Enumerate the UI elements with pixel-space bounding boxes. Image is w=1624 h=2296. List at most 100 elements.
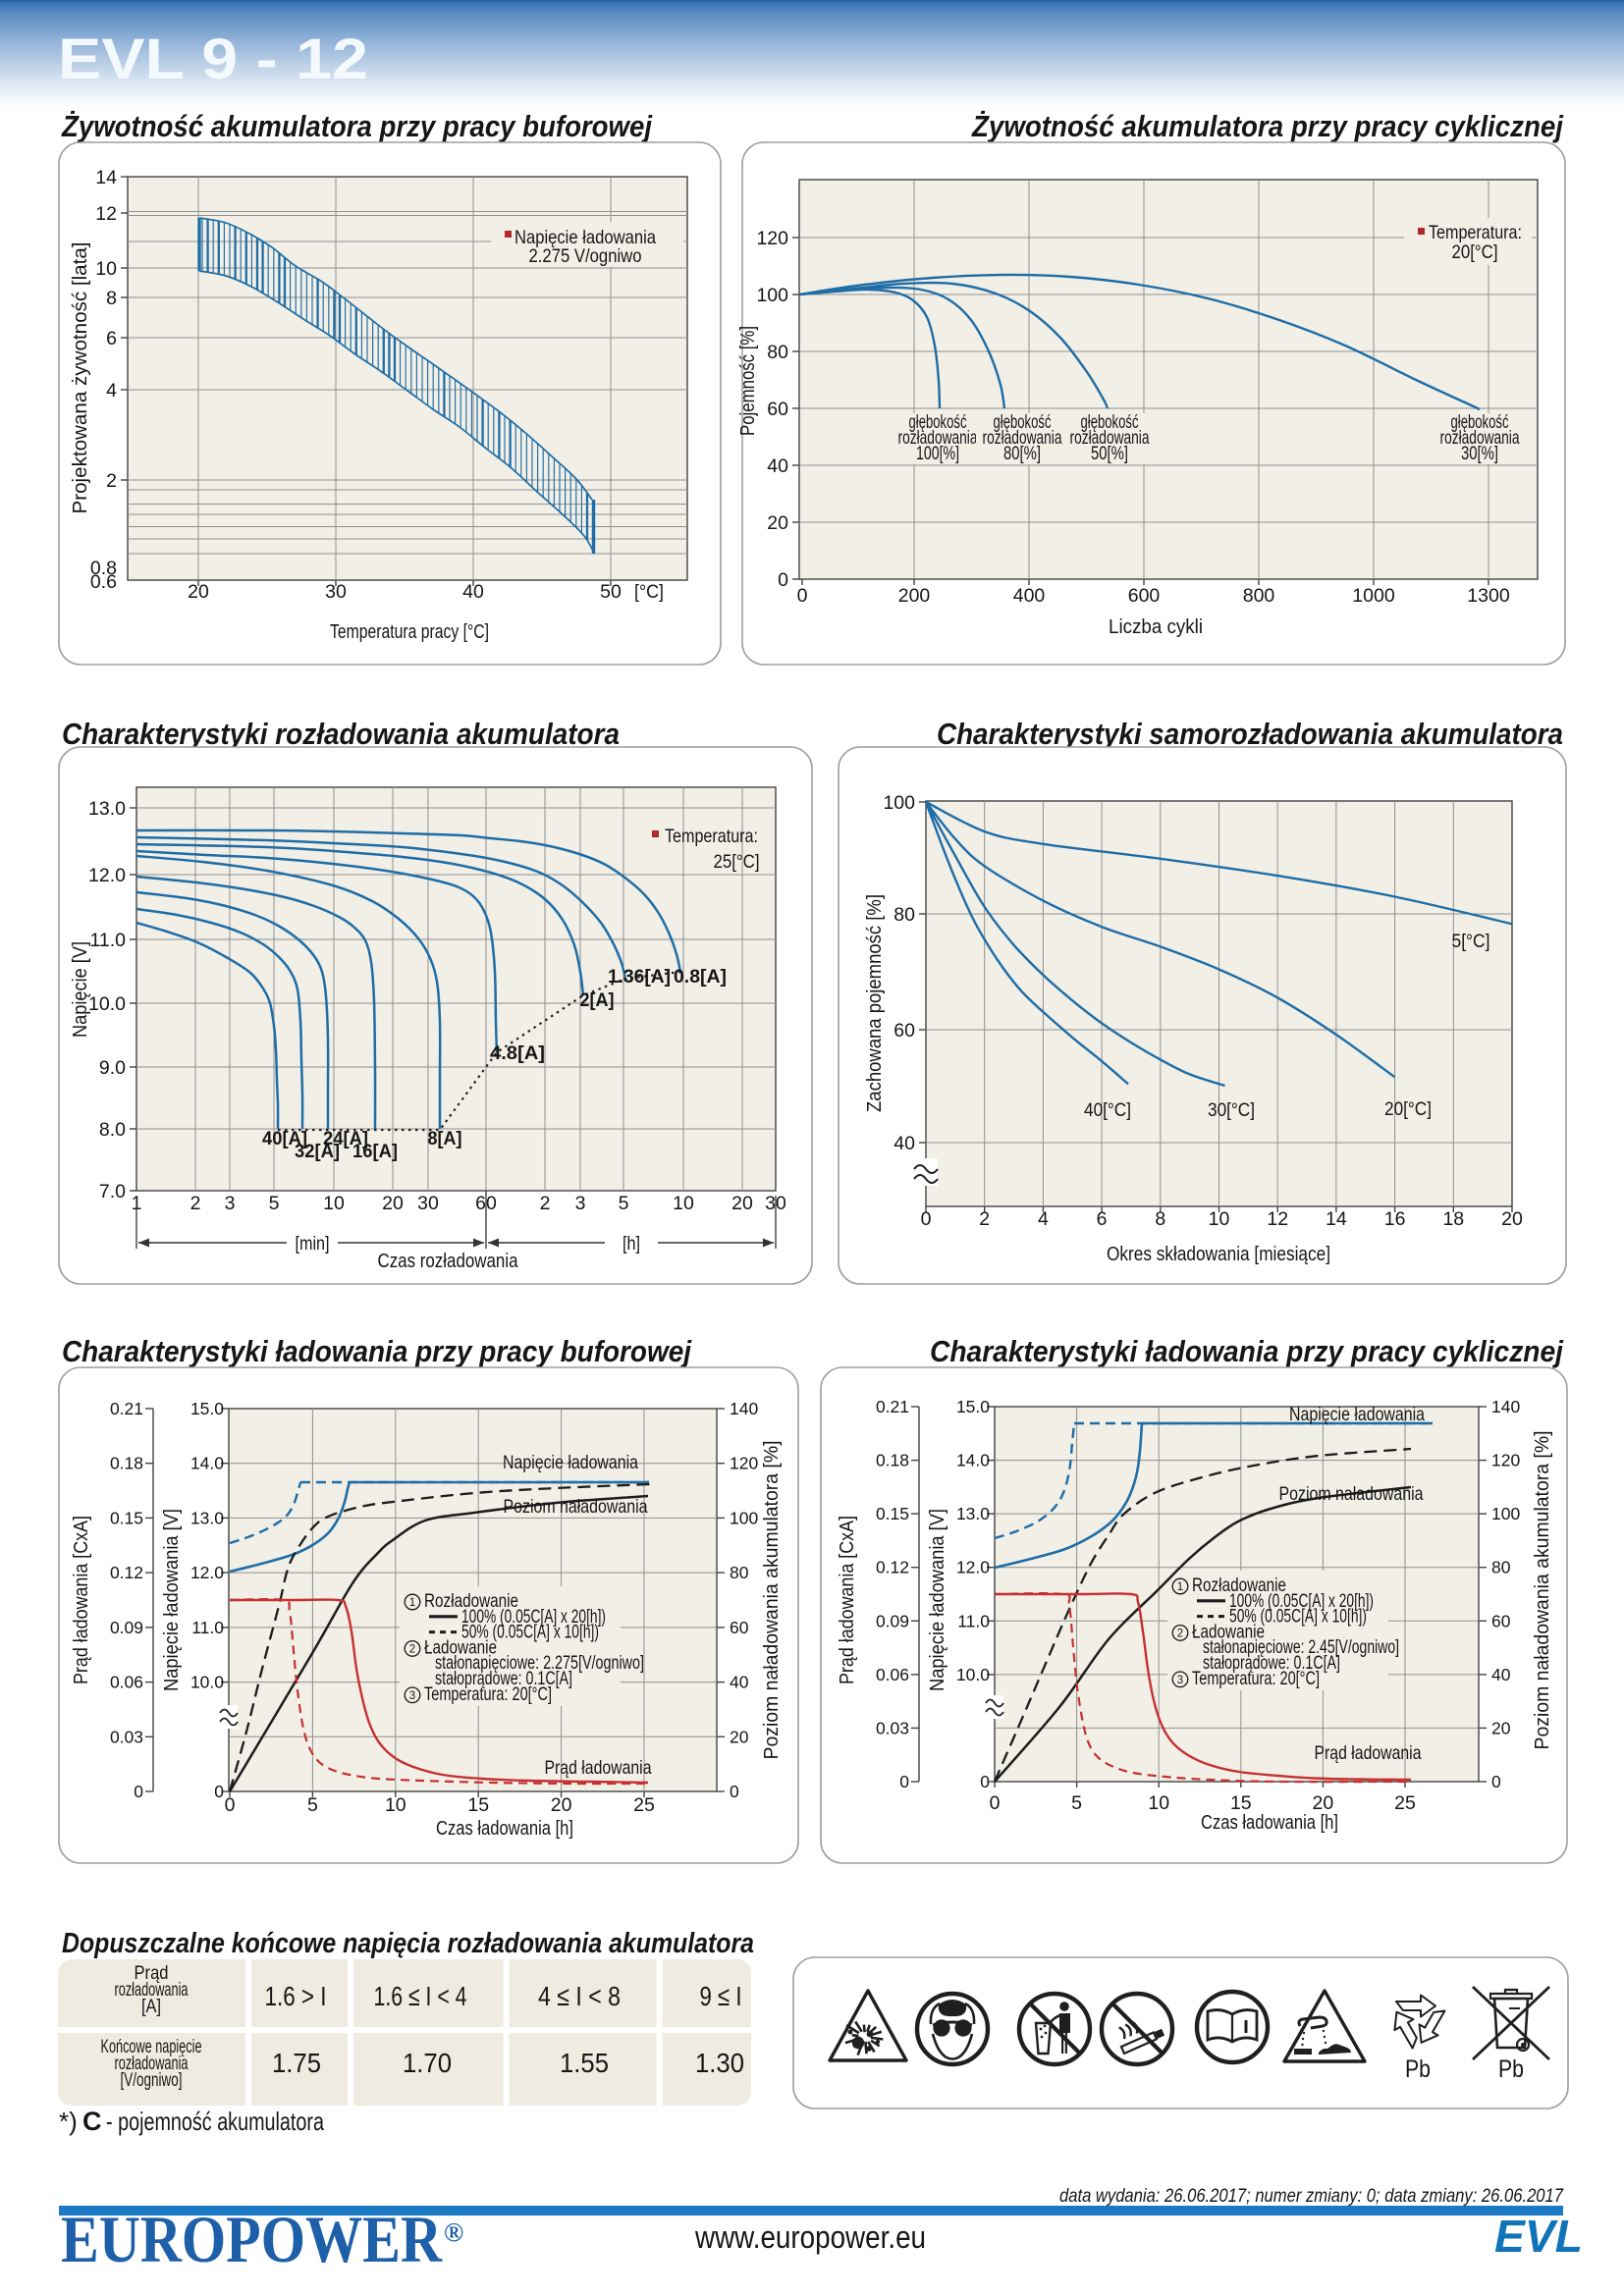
svg-text:50% (0.05C[A] x 10[h]): 50% (0.05C[A] x 10[h]) bbox=[1229, 1606, 1367, 1628]
svg-text:stałonapięciowe: 2.275[V/ogniw: stałonapięciowe: 2.275[V/ogniwo] bbox=[435, 1652, 644, 1674]
svg-text:1.70: 1.70 bbox=[403, 2048, 452, 2078]
svg-text:®: ® bbox=[444, 2217, 463, 2247]
svg-text:Charakterystyki rozładowania a: Charakterystyki rozładowania akumulatora bbox=[62, 718, 620, 751]
svg-text:11.0: 11.0 bbox=[957, 1611, 990, 1630]
svg-text:40[°C]: 40[°C] bbox=[1084, 1099, 1131, 1121]
svg-text:25: 25 bbox=[633, 1794, 655, 1816]
svg-text:200: 200 bbox=[898, 585, 931, 607]
svg-text:20: 20 bbox=[1313, 1792, 1334, 1814]
svg-text:1.6 ≤ I < 4: 1.6 ≤ I < 4 bbox=[374, 1981, 467, 2011]
svg-text:30[%]: 30[%] bbox=[1461, 443, 1498, 464]
svg-text:głębokość: głębokość bbox=[1451, 411, 1509, 433]
svg-text:50: 50 bbox=[600, 581, 622, 603]
svg-text:60: 60 bbox=[730, 1618, 749, 1637]
svg-text:0: 0 bbox=[797, 585, 808, 607]
svg-text:5: 5 bbox=[1071, 1792, 1082, 1814]
svg-text:15.0: 15.0 bbox=[190, 1399, 224, 1418]
svg-text:1: 1 bbox=[1177, 1581, 1183, 1593]
svg-text:40[A]: 40[A] bbox=[262, 1128, 307, 1149]
svg-text:12.0: 12.0 bbox=[190, 1563, 224, 1582]
svg-text:0.18: 0.18 bbox=[110, 1454, 143, 1473]
svg-text:Charakterystyki ładowania przy: Charakterystyki ładowania przy pracy buf… bbox=[62, 1335, 691, 1368]
svg-text:10: 10 bbox=[323, 1193, 345, 1214]
svg-text:Temperatura pracy [°C]: Temperatura pracy [°C] bbox=[330, 621, 489, 643]
svg-text:0.6: 0.6 bbox=[90, 571, 117, 593]
svg-text:14: 14 bbox=[1326, 1208, 1347, 1230]
svg-text:20: 20 bbox=[382, 1193, 404, 1214]
svg-text:1.36[A]: 1.36[A] bbox=[608, 966, 671, 988]
svg-text:głębokość: głębokość bbox=[909, 411, 967, 433]
svg-text:[°C]: [°C] bbox=[634, 581, 664, 603]
svg-text:60: 60 bbox=[1491, 1611, 1511, 1630]
svg-text:40: 40 bbox=[730, 1673, 749, 1692]
svg-text:[A]: [A] bbox=[141, 1996, 161, 2017]
svg-text:0.06: 0.06 bbox=[876, 1665, 909, 1684]
svg-text:Poziom naładowania: Poziom naładowania bbox=[504, 1496, 648, 1518]
svg-text:1: 1 bbox=[409, 1597, 415, 1609]
svg-text:Napięcie [V]: Napięcie [V] bbox=[70, 941, 91, 1038]
svg-text:rozładowania: rozładowania bbox=[115, 1979, 189, 2001]
svg-text:25: 25 bbox=[1394, 1792, 1416, 1814]
svg-text:stałoprądowe: 0.1C[A]: stałoprądowe: 0.1C[A] bbox=[435, 1668, 572, 1689]
svg-text:Prąd: Prąd bbox=[135, 1962, 169, 1984]
svg-text:800: 800 bbox=[1243, 585, 1275, 607]
svg-text:100: 100 bbox=[730, 1508, 758, 1527]
svg-text:0.15: 0.15 bbox=[110, 1508, 143, 1527]
svg-text:2[A]: 2[A] bbox=[580, 989, 615, 1011]
svg-text:0.12: 0.12 bbox=[876, 1558, 909, 1577]
svg-text:1.30: 1.30 bbox=[695, 2048, 744, 2078]
svg-text:80: 80 bbox=[1491, 1558, 1511, 1577]
svg-text:EUROPOWER: EUROPOWER bbox=[61, 2202, 443, 2276]
svg-text:0.12: 0.12 bbox=[110, 1563, 143, 1582]
svg-text:100: 100 bbox=[883, 792, 915, 814]
svg-text:10.0: 10.0 bbox=[190, 1673, 224, 1692]
svg-text:6: 6 bbox=[106, 328, 117, 349]
svg-text:2: 2 bbox=[540, 1193, 551, 1214]
svg-text:14.0: 14.0 bbox=[956, 1451, 990, 1470]
svg-text:100: 100 bbox=[1491, 1504, 1520, 1523]
svg-text:15: 15 bbox=[467, 1794, 489, 1816]
svg-text:100[%]: 100[%] bbox=[916, 443, 959, 464]
svg-text:Temperatura: 20[°C]: Temperatura: 20[°C] bbox=[1192, 1668, 1320, 1689]
svg-text:9 ≤ I: 9 ≤ I bbox=[700, 1981, 742, 2011]
svg-text:10: 10 bbox=[1148, 1792, 1169, 1814]
svg-text:120: 120 bbox=[1491, 1451, 1520, 1470]
svg-text:8[A]: 8[A] bbox=[428, 1128, 462, 1149]
svg-text:Temperatura:: Temperatura: bbox=[665, 826, 758, 847]
svg-text:0: 0 bbox=[214, 1782, 224, 1801]
svg-text:16: 16 bbox=[1384, 1208, 1406, 1230]
svg-text:8: 8 bbox=[106, 288, 117, 309]
svg-text:0: 0 bbox=[921, 1208, 932, 1230]
svg-text:20[°C]: 20[°C] bbox=[1452, 241, 1498, 263]
svg-text:8: 8 bbox=[1155, 1208, 1165, 1230]
svg-text:80: 80 bbox=[730, 1563, 749, 1582]
svg-text:10: 10 bbox=[673, 1193, 694, 1214]
svg-text:Czas rozładowania: Czas rozładowania bbox=[378, 1251, 519, 1272]
svg-text:1.6 > I: 1.6 > I bbox=[265, 1981, 327, 2011]
svg-text:data wydania: 26.06.2017; nu: data wydania: 26.06.2017; numer zmiany: … bbox=[1059, 2185, 1564, 2207]
svg-text:rozładowania: rozładowania bbox=[983, 427, 1062, 449]
svg-text:Czas ładowania [h]: Czas ładowania [h] bbox=[436, 1818, 573, 1840]
svg-text:40: 40 bbox=[767, 455, 788, 477]
svg-text:5: 5 bbox=[307, 1794, 318, 1816]
svg-text:100% (0.05C[A] x 20[h]): 100% (0.05C[A] x 20[h]) bbox=[461, 1606, 606, 1628]
svg-text:C: C bbox=[82, 2107, 102, 2136]
svg-text:4: 4 bbox=[1038, 1208, 1049, 1230]
svg-text:2: 2 bbox=[190, 1193, 201, 1214]
svg-text:6: 6 bbox=[1097, 1208, 1108, 1230]
svg-text:30[°C]: 30[°C] bbox=[1208, 1099, 1255, 1121]
svg-text:Prąd ładowania: Prąd ładowania bbox=[545, 1757, 652, 1779]
svg-text:3: 3 bbox=[575, 1193, 586, 1214]
svg-text:600: 600 bbox=[1128, 585, 1161, 607]
svg-text:rozładowania: rozładowania bbox=[1070, 427, 1150, 449]
svg-text:Prąd ładowania [CxA]: Prąd ładowania [CxA] bbox=[837, 1516, 858, 1684]
svg-text:0: 0 bbox=[730, 1782, 739, 1801]
svg-text:Ładowanie: Ładowanie bbox=[424, 1636, 497, 1658]
svg-text:140: 140 bbox=[1491, 1397, 1520, 1416]
svg-text:0: 0 bbox=[778, 569, 788, 591]
svg-text:12.0: 12.0 bbox=[88, 865, 126, 886]
svg-text:2: 2 bbox=[409, 1643, 415, 1655]
svg-text:3: 3 bbox=[1177, 1675, 1183, 1686]
svg-text:2.275 V/ogniwo: 2.275 V/ogniwo bbox=[529, 245, 642, 267]
svg-text:[min]: [min] bbox=[296, 1233, 330, 1255]
